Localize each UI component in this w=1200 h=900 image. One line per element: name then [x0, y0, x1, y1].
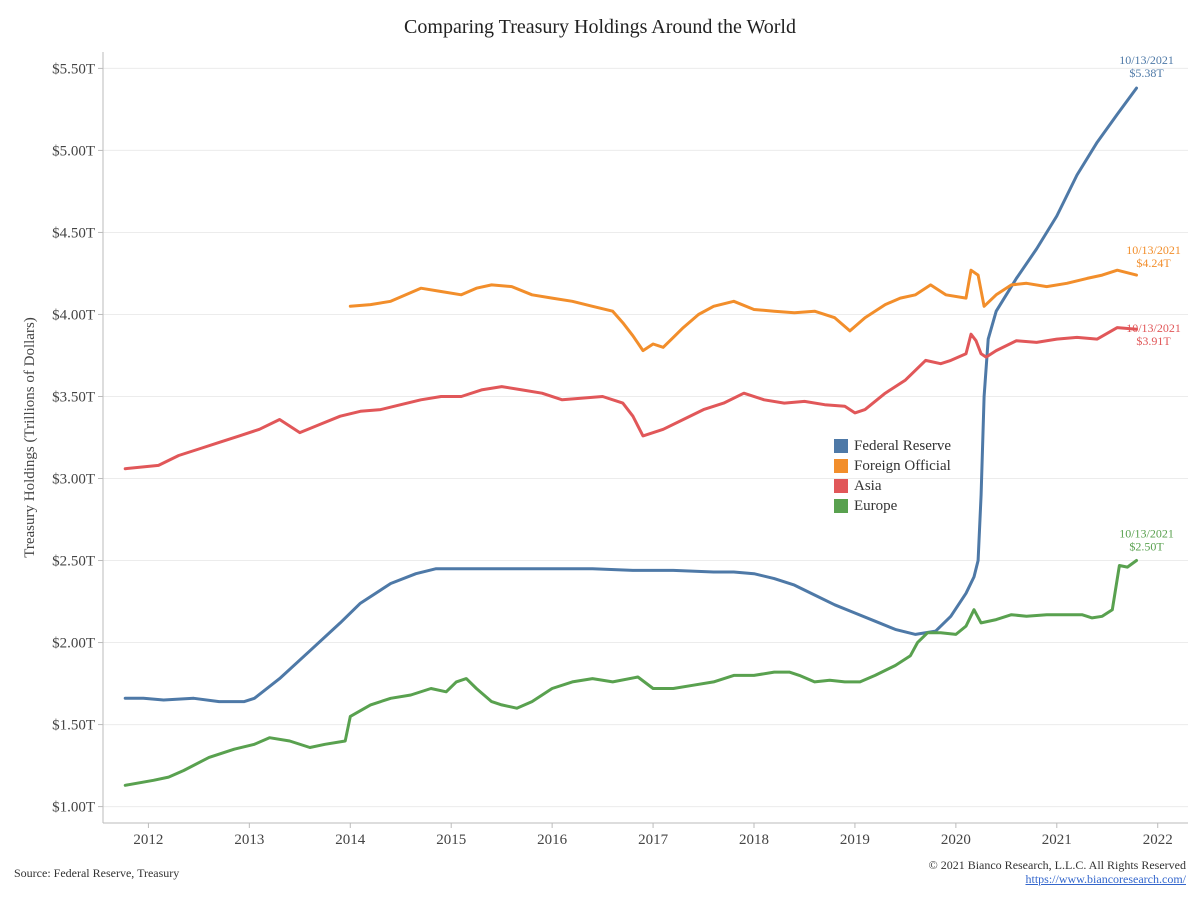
annotation-value-federal-reserve: $5.38T: [1129, 66, 1164, 80]
annotation-date-foreign-official: 10/13/2021: [1126, 243, 1181, 257]
x-tick-label: 2016: [537, 832, 568, 848]
annotation-date-asia: 10/13/2021: [1126, 321, 1181, 335]
y-tick-label: $3.00T: [52, 472, 95, 488]
legend-item: Asia: [834, 476, 951, 496]
x-tick-label: 2019: [840, 832, 870, 848]
gridlines: [103, 67, 1188, 808]
series-line-federal-reserve: [123, 86, 1138, 704]
series-line-foreign-official: [348, 268, 1138, 353]
annotation-value-asia: $3.91T: [1136, 334, 1171, 348]
x-tick-label: 2021: [1042, 832, 1072, 848]
y-tick-label: $5.50T: [52, 61, 95, 77]
y-tick-label: $2.50T: [52, 554, 95, 570]
x-tick-label: 2013: [234, 832, 264, 848]
annotation-date-europe: 10/13/2021: [1119, 527, 1174, 541]
axes: $1.00T $1.50T $2.00T $2.50T $3.00T $3.50T $4.0…: [52, 52, 1188, 848]
series-line-asia: [123, 326, 1138, 471]
legend-label: Federal Reserve: [854, 437, 952, 454]
y-tick-label: $3.50T: [52, 389, 95, 405]
legend-item: Foreign Official: [834, 456, 951, 476]
x-tick-label: 2012: [133, 832, 163, 848]
series-line-europe: [123, 559, 1138, 787]
legend-swatch: [834, 479, 848, 493]
y-tick-label: $5.00T: [52, 143, 95, 159]
x-tick-label: 2017: [638, 832, 669, 848]
chart-title: Comparing Treasury Holdings Around the W…: [404, 16, 796, 38]
legend-swatch: [834, 499, 848, 513]
annotation-date-federal-reserve: 10/13/2021: [1119, 53, 1174, 67]
series-lines: [123, 86, 1138, 787]
copyright-text: © 2021 Bianco Research, L.L.C. All Right…: [928, 858, 1186, 872]
y-tick-label: $1.00T: [52, 800, 95, 816]
y-tick-label: $1.50T: [52, 718, 95, 734]
y-tick-label: $2.00T: [52, 636, 95, 652]
website-link[interactable]: https://www.biancoresearch.com/: [1025, 872, 1186, 886]
legend-swatch: [834, 439, 848, 453]
source-note: Source: Federal Reserve, Treasury: [14, 866, 180, 880]
y-axis-label: Treasury Holdings (Trillions of Dollars): [22, 317, 38, 558]
y-tick-label: $4.50T: [52, 225, 95, 241]
legend-swatch: [834, 459, 848, 473]
end-annotations: 10/13/2021$5.38T10/13/2021$4.24T10/13/20…: [1119, 53, 1181, 553]
legend-item: Federal Reserve: [834, 436, 951, 456]
legend-label: Asia: [854, 477, 882, 494]
annotation-value-foreign-official: $4.24T: [1136, 256, 1171, 270]
x-tick-label: 2014: [335, 832, 366, 848]
legend-item: Europe: [834, 496, 951, 516]
x-tick-label: 2015: [436, 832, 466, 848]
x-tick-label: 2020: [941, 832, 971, 848]
copyright-block: © 2021 Bianco Research, L.L.C. All Right…: [929, 858, 1186, 886]
annotation-value-europe: $2.50T: [1129, 540, 1164, 554]
legend-label: Foreign Official: [854, 457, 951, 474]
x-tick-label: 2022: [1143, 832, 1173, 848]
legend-label: Europe: [854, 497, 898, 514]
y-tick-label: $4.00T: [52, 307, 95, 323]
legend: Federal Reserve Foreign Official Asia Europ…: [834, 436, 951, 516]
x-tick-label: 2018: [739, 832, 769, 848]
